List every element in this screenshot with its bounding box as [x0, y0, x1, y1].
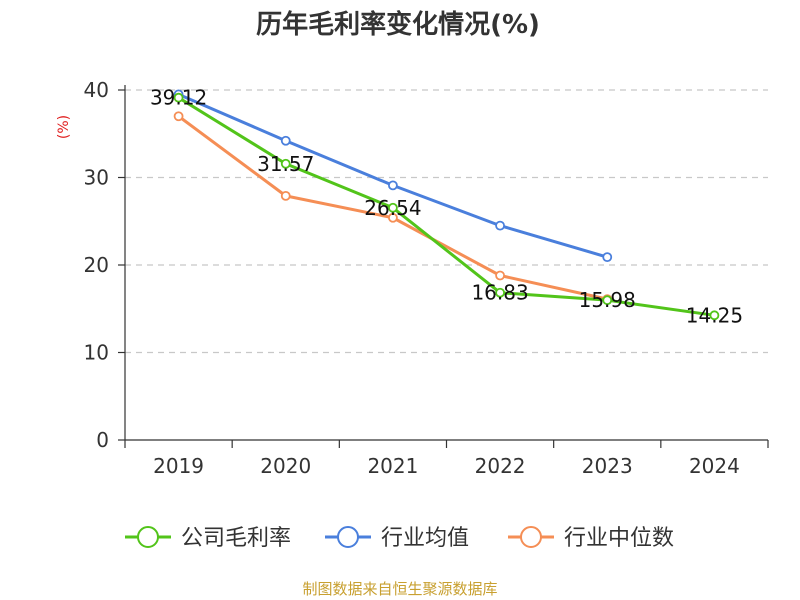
data-labels: 39.12 31.57 26.54 16.83 15.98 14.25 — [150, 86, 743, 328]
y-tick-label: 0 — [96, 428, 109, 452]
y-tick-label: 40 — [84, 78, 109, 102]
series-1 — [173, 92, 720, 321]
data-point — [495, 287, 505, 298]
data-point — [173, 111, 184, 122]
chart-title: 历年毛利率变化情况(%) — [256, 9, 540, 40]
series-line — [177, 92, 608, 259]
y-tick-label: 10 — [84, 341, 109, 365]
data-label: 31.57 — [257, 152, 314, 176]
data-label: 26.54 — [364, 196, 421, 220]
grid-lines — [125, 89, 768, 354]
data-label: 16.83 — [471, 281, 528, 305]
data-point — [280, 135, 291, 146]
data-point — [280, 158, 291, 169]
x-tick-label: 2023 — [582, 454, 633, 478]
legend-marker — [337, 526, 359, 548]
data-point — [602, 252, 613, 263]
data-point — [173, 92, 184, 103]
x-tick-label: 2022 — [475, 454, 526, 478]
legend-label: 行业中位数 — [564, 526, 674, 551]
series-group — [173, 89, 720, 321]
y-axis-label: (%) — [56, 115, 72, 139]
data-point — [388, 202, 398, 213]
data-label: 14.25 — [686, 303, 743, 327]
data-point — [709, 310, 720, 321]
data-point — [602, 295, 613, 306]
legend-label: 行业均值 — [381, 526, 469, 551]
data-point — [495, 220, 505, 231]
x-tick-label: 2020 — [260, 454, 311, 478]
data-label: 15.98 — [579, 288, 636, 312]
data-label: 39.12 — [150, 86, 207, 110]
x-tick-label: 2021 — [367, 454, 418, 478]
data-point — [388, 180, 398, 191]
y-tick-label: 20 — [84, 253, 109, 277]
series-2 — [173, 89, 613, 263]
data-point — [388, 212, 398, 223]
axes: 0 10 20 30 40 2019 2020 2021 2022 2023 2024 — [84, 78, 769, 478]
legend-marker — [520, 526, 542, 548]
y-tick-label: 30 — [84, 166, 109, 190]
x-tick-label: 2024 — [689, 454, 740, 478]
data-point — [495, 270, 505, 281]
x-tick-label: 2019 — [153, 454, 204, 478]
legend-label: 公司毛利率 — [181, 526, 291, 551]
data-point — [280, 190, 291, 201]
legend-item-1: 公司毛利率 — [125, 526, 291, 551]
legend-item-3: 行业中位数 — [508, 526, 674, 551]
legend-marker — [137, 526, 159, 548]
legend-item-2: 行业均值 — [325, 526, 469, 551]
legend: 公司毛利率 行业均值 行业中位数 — [125, 526, 674, 551]
series-3 — [173, 111, 613, 305]
source-note: 制图数据来自恒生聚源数据库 — [302, 580, 497, 598]
series-line — [177, 96, 715, 317]
